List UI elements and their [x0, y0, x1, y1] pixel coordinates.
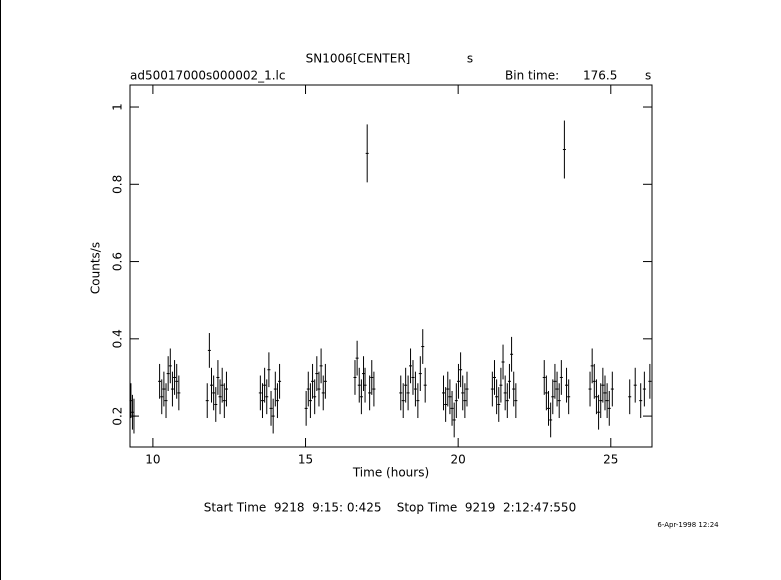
y-tick-label: 1: [111, 103, 125, 111]
x-tick-label: 15: [298, 453, 313, 467]
x-tick-label: 10: [145, 453, 160, 467]
bin-time: 176.5: [583, 69, 617, 83]
y-tick-label: 0.2: [111, 407, 125, 426]
title-unit: s: [467, 52, 473, 66]
plot-frame: [129, 84, 653, 448]
date: 6-Apr-1998 12:24: [657, 521, 719, 529]
footer: Start Time 9218 9:15: 0:425 Stop Time 92…: [204, 501, 576, 515]
bin-time-unit: s: [645, 69, 651, 83]
chart-title: SN1006[CENTER]: [306, 52, 411, 66]
y-tick-label: 0.8: [111, 175, 125, 194]
x-tick-label: 25: [603, 453, 618, 467]
y-axis-label: Counts/s: [89, 242, 103, 294]
bin-time-label: Bin time:: [505, 69, 559, 83]
y-tick-label: 0.4: [111, 329, 125, 348]
x-axis-label: Time (hours): [352, 466, 429, 480]
x-tick-label: 20: [451, 453, 466, 467]
file-label: ad50017000s000002_1.lc: [130, 69, 286, 83]
y-tick-label: 0.6: [111, 252, 125, 271]
